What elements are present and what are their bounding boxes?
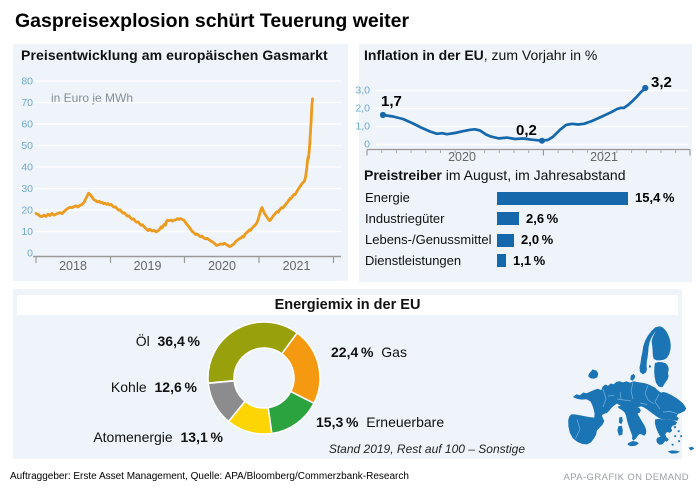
svg-text:70: 70 [21,97,33,109]
svg-text:2021: 2021 [283,259,311,273]
svg-text:0: 0 [27,248,33,260]
svg-text:40: 40 [21,162,33,174]
svg-text:2019: 2019 [134,259,162,273]
svg-text:60: 60 [21,119,33,131]
svg-text:50: 50 [21,140,33,152]
svg-text:3,0: 3,0 [355,85,370,97]
svg-text:2,0: 2,0 [355,103,370,115]
svg-text:2018: 2018 [59,259,87,273]
svg-text:0: 0 [364,139,370,151]
svg-text:80: 80 [21,76,33,88]
svg-text:2020: 2020 [208,259,236,273]
svg-text:30: 30 [21,183,33,195]
svg-text:1,0: 1,0 [355,121,370,133]
svg-text:20: 20 [21,205,33,217]
svg-text:10: 10 [21,226,33,238]
